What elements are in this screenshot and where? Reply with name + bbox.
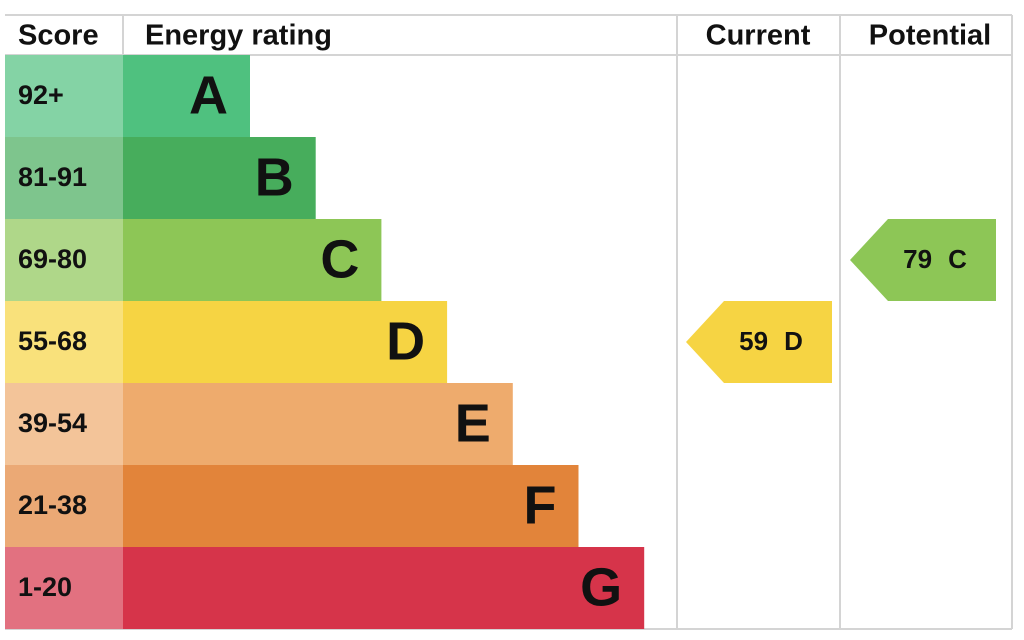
rating-letter: G (580, 557, 622, 617)
score-label: 21-38 (18, 490, 87, 520)
potential-label: 79 C (903, 244, 967, 274)
current-value: 59 (739, 326, 768, 356)
score-label: 55-68 (18, 326, 87, 356)
potential-letter: C (948, 244, 967, 274)
rating-letter: F (524, 475, 557, 535)
rating-letter: D (386, 311, 425, 371)
current-arrow (686, 301, 832, 383)
score-cell (5, 137, 123, 219)
score-cell-tint (5, 55, 123, 137)
score-cell (5, 219, 123, 301)
score-cell-tint (5, 137, 123, 219)
current-label: 59 D (739, 326, 803, 356)
header-potential: Potential (869, 20, 991, 52)
score-cell-tint (5, 547, 123, 629)
header-score: Score (18, 20, 99, 52)
rating-bar (123, 383, 513, 465)
header-rating: Energy rating (145, 20, 332, 52)
score-cell (5, 465, 123, 547)
score-label: 1-20 (18, 572, 72, 602)
potential-arrow (850, 219, 996, 301)
rating-bar (123, 301, 448, 383)
score-label: 39-54 (18, 408, 87, 438)
score-cell-tint (5, 383, 123, 465)
score-label: 81-91 (18, 162, 87, 192)
score-label: 92+ (18, 80, 64, 110)
rating-letter: E (455, 393, 491, 453)
rating-bar (123, 219, 382, 301)
rating-letter: B (255, 147, 294, 207)
rating-bar (123, 547, 645, 629)
current-letter: D (784, 326, 803, 356)
header-current: Current (706, 20, 811, 52)
score-cell-tint (5, 465, 123, 547)
score-cell (5, 301, 123, 383)
score-cell (5, 383, 123, 465)
score-cell-tint (5, 301, 123, 383)
rating-letter: A (189, 65, 228, 125)
rating-bar (123, 55, 250, 137)
potential-value: 79 (903, 244, 932, 274)
score-label: 69-80 (18, 244, 87, 274)
rating-bar (123, 465, 579, 547)
rating-letter: C (320, 229, 359, 289)
score-cell (5, 55, 123, 137)
rating-bar (123, 137, 316, 219)
score-cell (5, 547, 123, 629)
score-cell-tint (5, 219, 123, 301)
